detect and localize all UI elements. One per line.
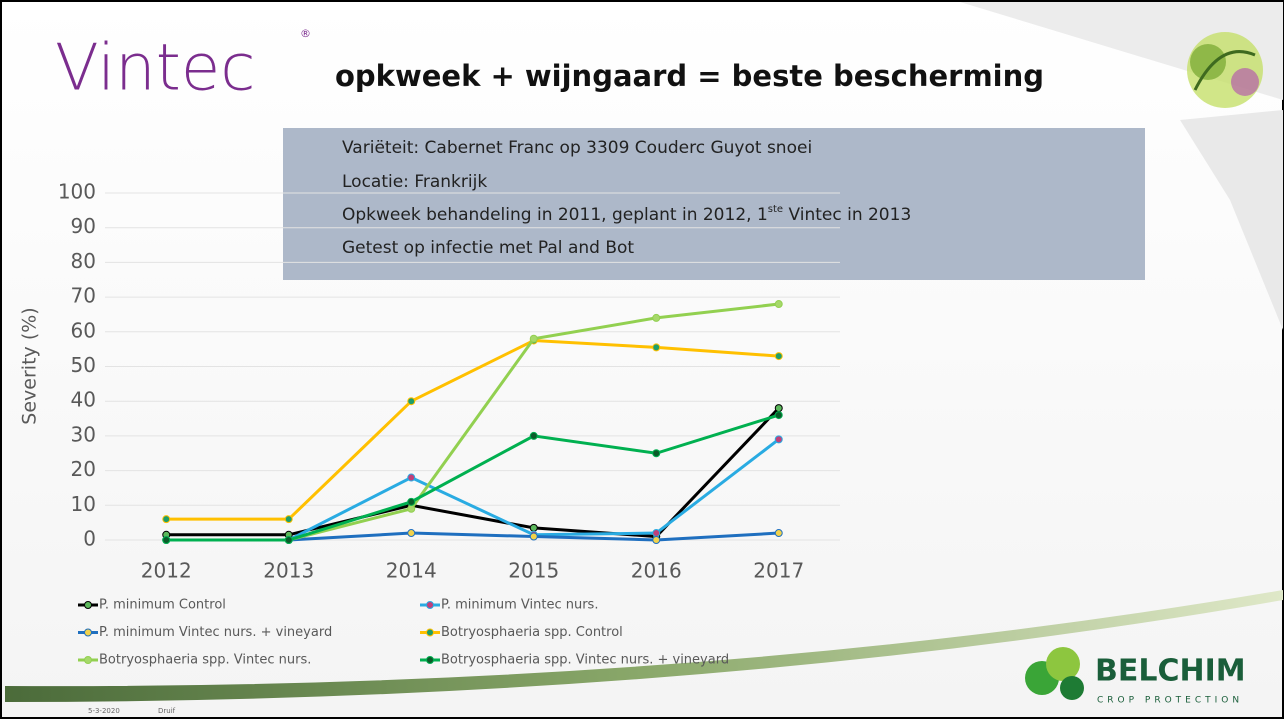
y-axis-title: Severity (%)	[19, 307, 41, 424]
x-tick-label: 2017	[753, 559, 804, 583]
point	[408, 498, 415, 505]
x-tick-label: 2016	[631, 559, 682, 583]
brand: BELCHIM	[1095, 654, 1246, 689]
logo: Vintec	[55, 32, 255, 106]
point	[775, 530, 782, 537]
info-line: Locatie: Frankrijk	[342, 172, 487, 192]
point	[775, 436, 782, 443]
brand-sub: CROP PROTECTION	[1097, 696, 1243, 706]
legend-label: Botryosphaeria spp. Control	[441, 625, 623, 640]
x-tick-label: 2014	[386, 559, 437, 583]
point	[653, 344, 660, 351]
y-tick-label: 90	[71, 214, 96, 238]
y-tick-label: 40	[71, 388, 96, 412]
legend-label: P. minimum Vintec nurs.	[441, 598, 598, 613]
x-tick-label: 2013	[263, 559, 314, 583]
point	[775, 412, 782, 419]
y-tick-label: 100	[58, 180, 96, 204]
y-tick-label: 20	[71, 457, 96, 481]
point	[530, 432, 537, 439]
legend-label: P. minimum Control	[99, 598, 226, 613]
legend-marker	[427, 629, 434, 636]
point	[530, 335, 537, 342]
y-tick-label: 50	[71, 353, 96, 377]
point	[163, 516, 170, 523]
slide-title: opkweek + wijngaard = beste bescherming	[335, 59, 1044, 93]
legend-label: Botryosphaeria spp. Vintec nurs. + viney…	[441, 653, 729, 668]
splash-image	[1187, 32, 1263, 108]
y-tick-label: 70	[71, 284, 96, 308]
info-text: Opkweek behandeling in 2011, geplant in …	[342, 205, 768, 225]
point	[653, 450, 660, 457]
point	[775, 353, 782, 360]
point	[408, 398, 415, 405]
y-tick-label: 30	[71, 422, 96, 446]
legend-marker	[85, 657, 92, 664]
info-line: Variëteit: Cabernet Franc op 3309 Couder…	[342, 138, 812, 158]
footer-date: 5-3-2020	[88, 707, 120, 715]
info-line: Opkweek behandeling in 2011, geplant in …	[342, 204, 911, 225]
point	[775, 301, 782, 308]
point	[653, 314, 660, 321]
point	[530, 524, 537, 531]
info-line: Getest op infectie met Pal and Bot	[342, 238, 634, 258]
point	[163, 537, 170, 544]
point	[530, 533, 537, 540]
point	[775, 405, 782, 412]
slide: Vintec ® opkweek + wijngaard = beste bes…	[0, 0, 1284, 719]
point	[408, 530, 415, 537]
point	[285, 516, 292, 523]
y-tick-label: 10	[71, 492, 96, 516]
legend-label: Botryosphaeria spp. Vintec nurs.	[99, 653, 311, 668]
legend-marker	[85, 602, 92, 609]
x-tick-label: 2012	[141, 559, 192, 583]
point	[653, 537, 660, 544]
logo-mark: ®	[300, 27, 311, 40]
y-tick-label: 80	[71, 249, 96, 273]
info-text: Vintec in 2013	[783, 205, 911, 225]
point	[653, 530, 660, 537]
info-sup: ste	[768, 204, 783, 215]
point	[285, 537, 292, 544]
legend-marker	[427, 657, 434, 664]
footer-text: Druif	[158, 707, 176, 715]
x-tick-label: 2015	[508, 559, 559, 583]
legend-marker	[85, 629, 92, 636]
point	[408, 505, 415, 512]
point	[408, 474, 415, 481]
legend-marker	[427, 602, 434, 609]
legend-label: P. minimum Vintec nurs. + vineyard	[99, 625, 332, 640]
y-tick-label: 0	[83, 527, 96, 551]
y-tick-label: 60	[71, 318, 96, 342]
